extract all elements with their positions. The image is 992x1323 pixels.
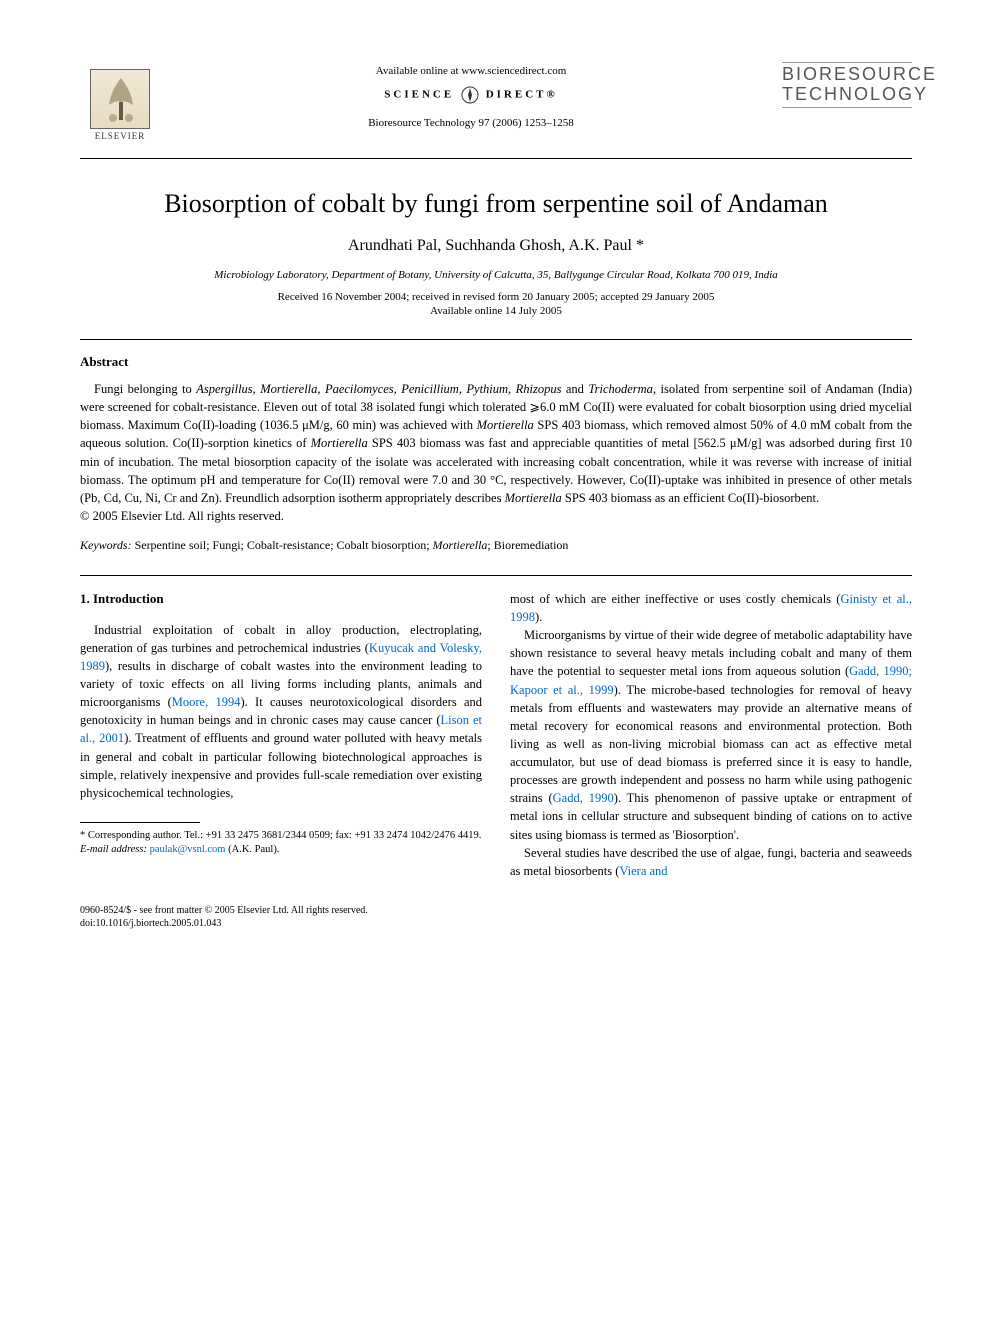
header-center: Available online at www.sciencedirect.co…: [160, 60, 782, 129]
keywords: Keywords: Serpentine soil; Fungi; Cobalt…: [80, 538, 912, 553]
online-date: Available online 14 July 2005: [80, 305, 912, 317]
keywords-text-1: Serpentine soil; Fungi; Cobalt-resistanc…: [132, 538, 433, 552]
journal-logo: BIORESOURCE TECHNOLOGY: [782, 60, 912, 110]
email-footnote: E-mail address: paulak@vsnl.com (A.K. Pa…: [80, 843, 482, 857]
abstract-and: and: [561, 382, 588, 396]
footer-line2: doi:10.1016/j.biortech.2005.01.043: [80, 917, 912, 930]
abstract-body: Fungi belonging to Aspergillus, Mortiere…: [80, 380, 912, 507]
col1-text-1d: ). Treatment of effluents and ground wat…: [80, 731, 482, 799]
copyright-line: © 2005 Elsevier Ltd. All rights reserved…: [80, 509, 912, 524]
abstract-text-5: SPS 403 biomass as an efficient Co(II)-b…: [562, 491, 819, 505]
col2-paragraph-3: Several studies have described the use o…: [510, 844, 912, 880]
header-divider: [80, 158, 912, 159]
sd-text-1: SCIENCE: [384, 89, 454, 101]
elsevier-tree-icon: [90, 69, 150, 129]
sd-text-2: DIRECT®: [486, 89, 558, 101]
footer: 0960-8524/$ - see front matter © 2005 El…: [80, 904, 912, 930]
sciencedirect-logo: SCIENCE DIRECT®: [160, 85, 782, 105]
affiliation: Microbiology Laboratory, Department of B…: [80, 269, 912, 281]
left-column: 1. Introduction Industrial exploitation …: [80, 590, 482, 880]
abstract-genera: Aspergillus, Mortierella, Paecilomyces, …: [196, 382, 561, 396]
intro-heading: 1. Introduction: [80, 590, 482, 609]
abstract-mort3: Mortierella: [505, 491, 562, 505]
publisher-name: ELSEVIER: [95, 131, 146, 141]
sd-compass-icon: [460, 85, 480, 105]
col2-text-1a: most of which are either ineffective or …: [510, 592, 840, 606]
body-columns: 1. Introduction Industrial exploitation …: [80, 590, 912, 880]
article-title: Biosorption of cobalt by fungi from serp…: [80, 189, 912, 219]
authors: Arundhati Pal, Suchhanda Ghosh, A.K. Pau…: [80, 237, 912, 255]
footer-line1: 0960-8524/$ - see front matter © 2005 El…: [80, 904, 912, 917]
available-online-text: Available online at www.sciencedirect.co…: [160, 65, 782, 77]
right-column: most of which are either ineffective or …: [510, 590, 912, 880]
col2-paragraph-2: Microorganisms by virtue of their wide d…: [510, 626, 912, 844]
col2-text-2b: ). The microbe-based technologies for re…: [510, 683, 912, 806]
abstract-genus2: Trichoderma: [588, 382, 653, 396]
keywords-label: Keywords:: [80, 538, 132, 552]
journal-logo-line1: BIORESOURCE: [782, 65, 912, 85]
keywords-text-2: ; Bioremediation: [487, 538, 568, 552]
abstract-mort1: Mortierella: [477, 418, 534, 432]
journal-logo-line2: TECHNOLOGY: [782, 85, 912, 105]
abstract-text-1: Fungi belonging to: [94, 382, 196, 396]
publisher-logo: ELSEVIER: [80, 60, 160, 150]
col2-text-1b: ).: [535, 610, 542, 624]
received-dates: Received 16 November 2004; received in r…: [80, 291, 912, 303]
footnote-divider: [80, 822, 200, 823]
col2-paragraph-1: most of which are either ineffective or …: [510, 590, 912, 626]
intro-paragraph-1: Industrial exploitation of cobalt in all…: [80, 621, 482, 802]
email-label: E-mail address:: [80, 844, 147, 855]
abstract-divider-bottom: [80, 575, 912, 576]
corresponding-footnote: * Corresponding author. Tel.: +91 33 247…: [80, 829, 482, 843]
ref-viera[interactable]: Viera and: [619, 864, 667, 878]
keywords-italic: Mortierella: [433, 538, 488, 552]
email-name: (A.K. Paul).: [225, 844, 279, 855]
abstract-heading: Abstract: [80, 354, 912, 370]
abstract-divider-top: [80, 339, 912, 340]
ref-moore[interactable]: Moore, 1994: [172, 695, 241, 709]
journal-reference: Bioresource Technology 97 (2006) 1253–12…: [160, 117, 782, 129]
ref-gadd[interactable]: Gadd, 1990: [553, 791, 614, 805]
abstract-mort2: Mortierella: [311, 436, 368, 450]
email-link[interactable]: paulak@vsnl.com: [150, 844, 226, 855]
col2-text-3a: Several studies have described the use o…: [510, 846, 912, 878]
page-header: ELSEVIER Available online at www.science…: [80, 60, 912, 150]
